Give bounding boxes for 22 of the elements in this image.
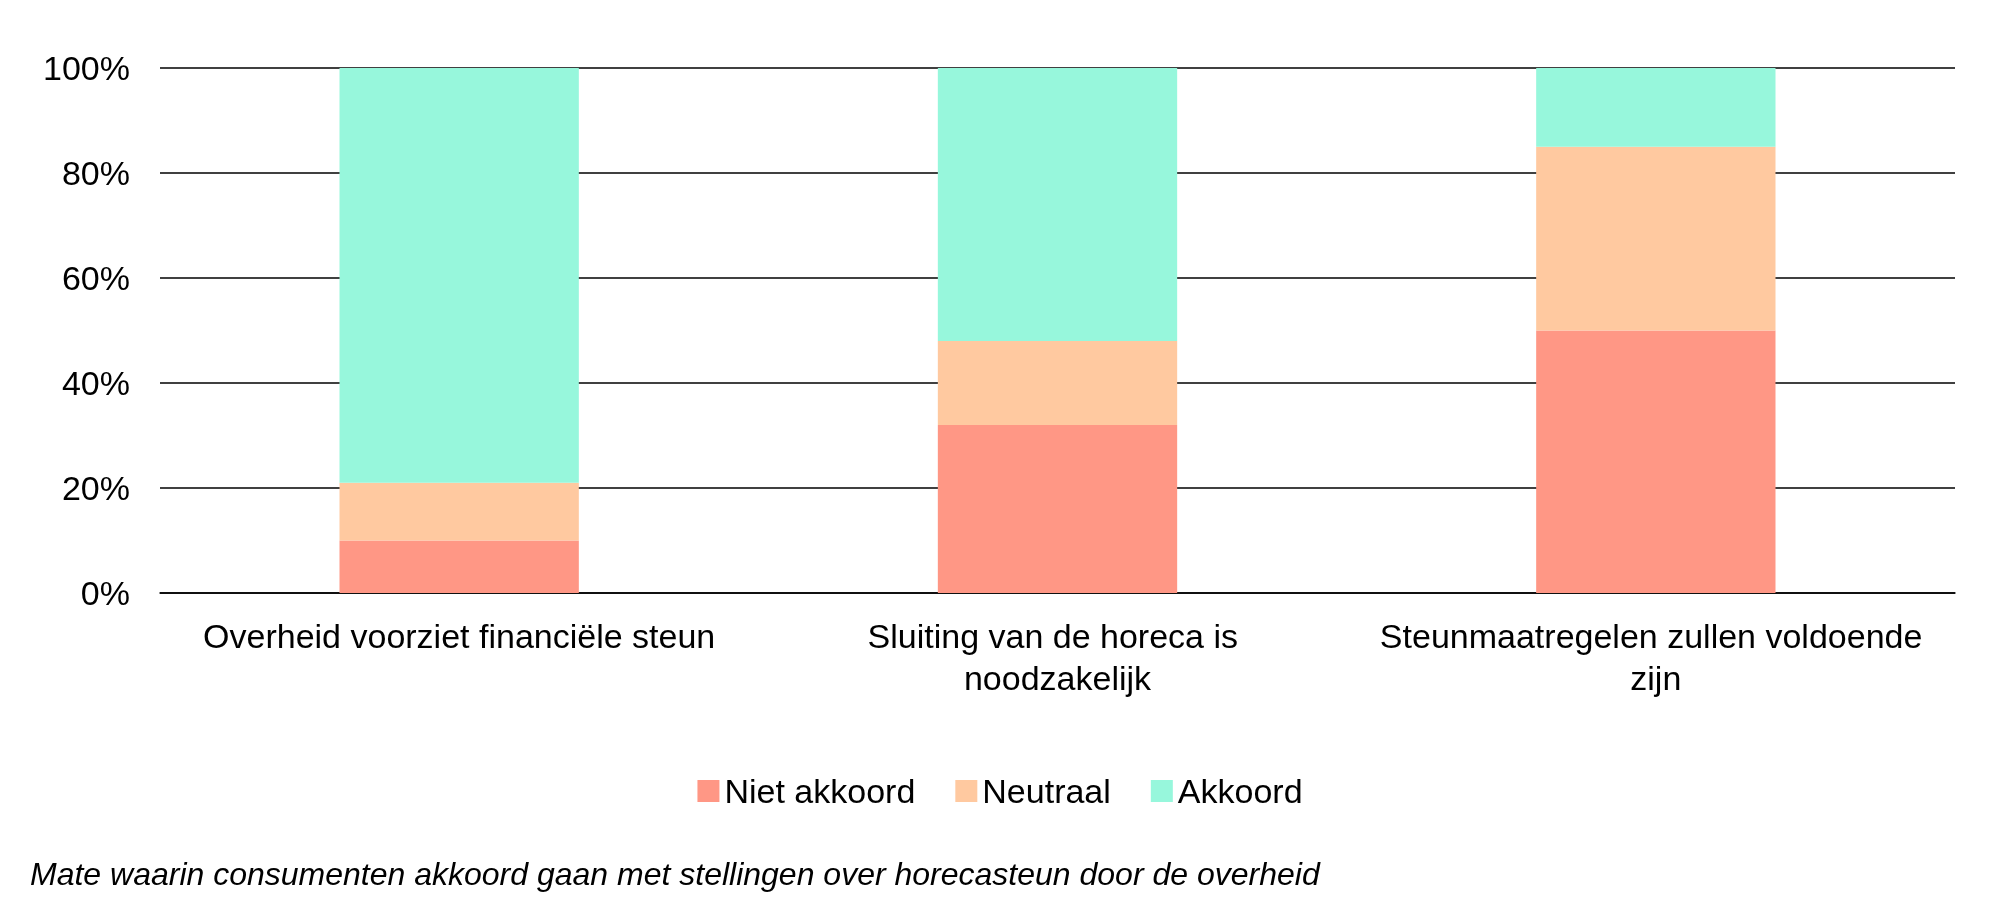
y-tick-label: 20%: [61, 469, 130, 507]
bar: [339, 68, 579, 483]
bar: [1536, 330, 1776, 593]
y-tick-label: 80%: [61, 154, 130, 192]
bar: [937, 68, 1178, 341]
legend-label: Neutraal: [982, 772, 1111, 810]
bar: [339, 540, 579, 593]
y-tick-label: 60%: [61, 259, 130, 297]
bar: [937, 341, 1178, 425]
legend-label: Akkoord: [1177, 772, 1303, 810]
legend-label: Niet akkoord: [724, 772, 916, 810]
x-tick-label: Steunmaatregelen zullen voldoende zijn: [1379, 617, 1932, 697]
y-tick-label: 0%: [80, 574, 130, 612]
text: Mate waarin consumenten akkoord gaan met stellingen over horecasteun door de overheid: [30, 856, 1321, 892]
bar: [339, 482, 579, 541]
y-tick-label: 40%: [61, 364, 130, 402]
x-tick-label: Sluiting van de horeca is noodzakelijk: [867, 617, 1248, 697]
y-tick-label: 100%: [43, 49, 130, 87]
bar: [937, 425, 1178, 593]
bar: [1536, 68, 1776, 147]
x-tick-label: Overheid voorziet financiële steun: [203, 617, 716, 655]
bar: [1536, 146, 1776, 331]
